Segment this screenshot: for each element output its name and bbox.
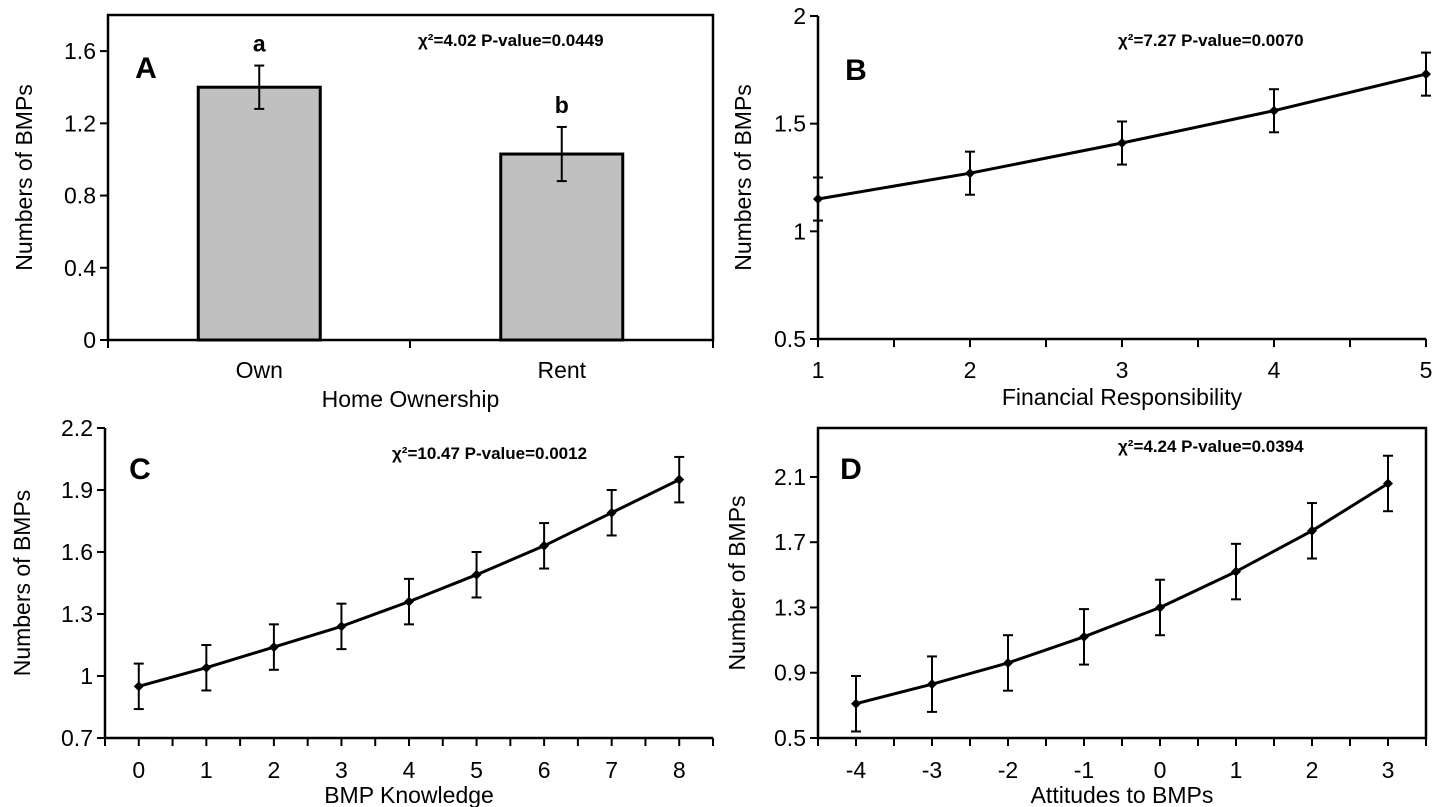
x-tick-label: -4 (846, 757, 867, 783)
y-tick-label: 1 (80, 663, 93, 689)
y-tick-label: 1.2 (64, 110, 96, 136)
data-point (1307, 525, 1317, 536)
data-point (1003, 657, 1013, 668)
x-tick-label: 2 (267, 757, 280, 783)
y-tick-label: 0.8 (64, 183, 96, 209)
data-point (1421, 69, 1431, 80)
x-tick-label: Own (236, 357, 283, 383)
stat-annotation: χ²=4.02 P-value=0.0449 (418, 31, 604, 50)
y-tick-label: 0.5 (774, 326, 806, 352)
significance-letter: b (555, 92, 569, 118)
data-point (1079, 631, 1089, 642)
panel-letter: D (840, 453, 862, 486)
y-tick-label: 1.6 (64, 38, 96, 64)
data-point (1269, 105, 1279, 116)
x-tick-label: 3 (1116, 357, 1129, 383)
y-tick-label: 0 (83, 327, 96, 353)
x-tick-label: Rent (537, 357, 586, 383)
y-tick-label: 1.7 (774, 529, 806, 555)
data-point (404, 596, 414, 607)
data-point (1155, 602, 1165, 613)
x-axis-title: BMP Knowledge (324, 782, 494, 807)
y-tick-label: 2.1 (774, 464, 806, 490)
data-point (927, 679, 937, 690)
stat-annotation: χ²=10.47 P-value=0.0012 (392, 444, 587, 463)
data-point (201, 662, 212, 673)
panel-letter: A (135, 52, 157, 85)
data-point (1231, 566, 1241, 577)
stat-annotation: χ²=7.27 P-value=0.0070 (1118, 31, 1304, 50)
x-tick-label: 6 (538, 757, 551, 783)
data-point (268, 642, 279, 653)
x-axis-title: Home Ownership (322, 386, 500, 412)
data-point (471, 569, 482, 580)
y-tick-label: 1 (793, 218, 806, 244)
x-tick-label: 4 (1268, 357, 1281, 383)
y-tick-label: 0.4 (64, 255, 96, 281)
y-tick-label: 0.7 (61, 725, 93, 751)
x-tick-label: 3 (1382, 757, 1395, 783)
x-axis-title: Financial Responsibility (1002, 384, 1243, 410)
x-tick-label: -1 (1074, 757, 1094, 783)
y-axis-title: Numbers of BMPs (9, 490, 35, 677)
data-point (133, 681, 144, 692)
x-tick-label: 1 (1230, 757, 1243, 783)
panel-d: 0.5 0.9 1.3 1.7 2.1 -4 -3 -2 -1 0 1 2 3 Attitudes to … (724, 426, 1428, 807)
y-tick-label: 2 (793, 3, 806, 29)
x-tick-label: 2 (964, 357, 977, 383)
y-axis-title: Numbers of BMPs (11, 84, 37, 271)
data-point (539, 540, 550, 551)
data-point (1383, 478, 1393, 489)
x-tick-label: 1 (812, 357, 825, 383)
y-tick-label: 1.3 (774, 594, 806, 620)
y-tick-label: 1.6 (61, 539, 93, 565)
panel-a: 0 0.4 0.8 1.2 1.6 Own Rent Home Ownership Number… (11, 13, 715, 412)
data-point (336, 621, 347, 632)
stat-annotation: χ²=4.24 P-value=0.0394 (1118, 437, 1304, 456)
x-axis-title: Attitudes to BMPs (1031, 782, 1214, 807)
series-line (855, 482, 1389, 706)
panel-letter: B (845, 54, 867, 87)
data-point (965, 168, 975, 179)
x-tick-label: 3 (335, 757, 348, 783)
x-tick-label: 5 (1420, 357, 1433, 383)
bar (499, 152, 625, 342)
panel-letter: C (129, 453, 151, 486)
y-axis-title: Number of BMPs (724, 495, 750, 670)
x-tick-label: -3 (922, 757, 942, 783)
y-axis-title: Numbers of BMPs (730, 84, 756, 271)
x-tick-label: 4 (403, 757, 416, 783)
y-tick-label: 1.5 (774, 111, 806, 137)
x-tick-label: 7 (605, 757, 618, 783)
y-tick-label: 0.9 (774, 660, 806, 686)
x-tick-label: -2 (998, 757, 1018, 783)
x-tick-label: 0 (132, 757, 145, 783)
x-tick-label: 0 (1154, 757, 1167, 783)
x-tick-label: 2 (1306, 757, 1319, 783)
data-point (813, 194, 823, 205)
significance-letter: a (253, 31, 266, 57)
data-point (851, 698, 861, 709)
data-point (606, 507, 617, 518)
data-point (1117, 138, 1127, 149)
y-tick-label: 2.2 (61, 415, 93, 441)
x-tick-label: 1 (200, 757, 213, 783)
y-tick-label: 0.5 (774, 725, 806, 751)
y-tick-label: 1.9 (61, 477, 93, 503)
panel-c: 0.7 1 1.3 1.6 1.9 2.2 0 1 2 3 4 5 6 7 8 BMP Knowledge Nu… (9, 415, 714, 807)
data-point (674, 474, 685, 485)
x-tick-label: 8 (673, 757, 686, 783)
x-tick-label: 5 (470, 757, 483, 783)
bar (196, 85, 322, 342)
y-tick-label: 1.3 (61, 601, 93, 627)
